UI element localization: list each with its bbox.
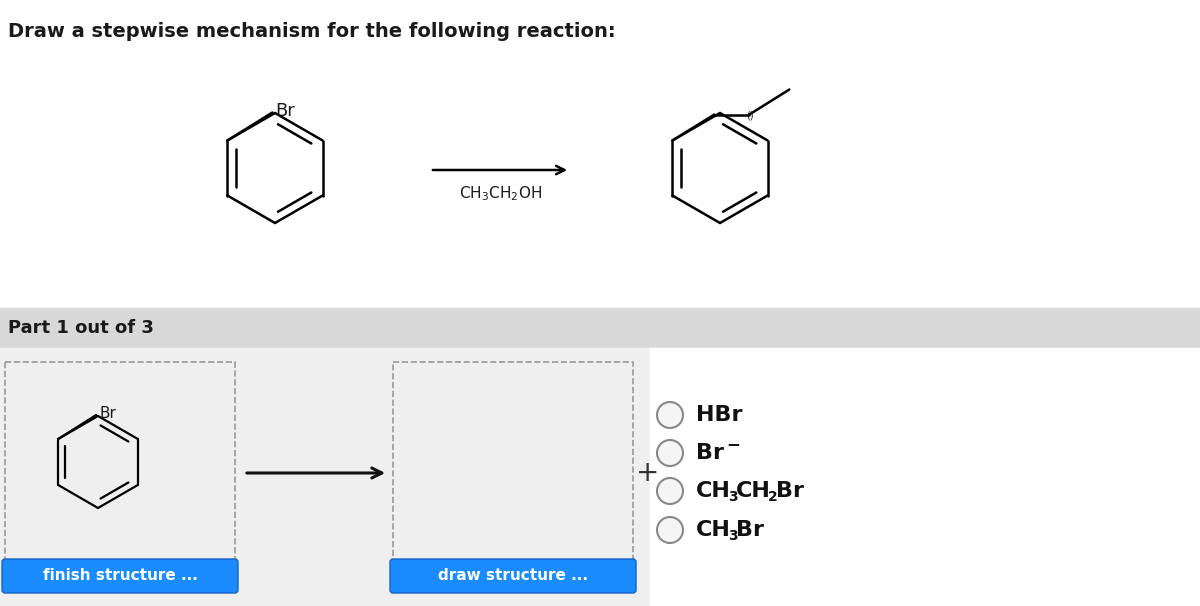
Bar <box>394 362 634 590</box>
Text: CH: CH <box>696 520 731 540</box>
Text: Br: Br <box>776 481 804 501</box>
Text: Br: Br <box>736 520 764 540</box>
Bar <box>0 0 1200 308</box>
Text: HBr: HBr <box>696 405 743 425</box>
Text: 3: 3 <box>728 529 738 543</box>
Text: CH$_3$CH$_2$OH: CH$_3$CH$_2$OH <box>458 184 541 202</box>
Text: Br: Br <box>275 101 295 119</box>
Text: 3: 3 <box>728 490 738 504</box>
Circle shape <box>658 440 683 466</box>
Circle shape <box>658 478 683 504</box>
Text: Br: Br <box>696 443 724 463</box>
Text: CH: CH <box>736 481 770 501</box>
Text: −: − <box>726 435 740 453</box>
Text: 2: 2 <box>768 490 778 504</box>
Bar <box>0 348 650 606</box>
Text: +: + <box>636 459 660 487</box>
Bar <box>5 362 235 590</box>
Text: Br: Br <box>100 407 116 422</box>
Text: Draw a stepwise mechanism for the following reaction:: Draw a stepwise mechanism for the follow… <box>8 22 616 41</box>
FancyBboxPatch shape <box>2 559 238 593</box>
Bar <box>0 308 1200 348</box>
Text: (): () <box>746 110 754 121</box>
Text: CH: CH <box>696 481 731 501</box>
Circle shape <box>658 517 683 543</box>
Circle shape <box>658 402 683 428</box>
FancyBboxPatch shape <box>390 559 636 593</box>
Text: draw structure ...: draw structure ... <box>438 568 588 584</box>
Text: finish structure ...: finish structure ... <box>42 568 198 584</box>
Bar <box>650 348 1200 606</box>
Text: Part 1 out of 3: Part 1 out of 3 <box>8 319 154 337</box>
